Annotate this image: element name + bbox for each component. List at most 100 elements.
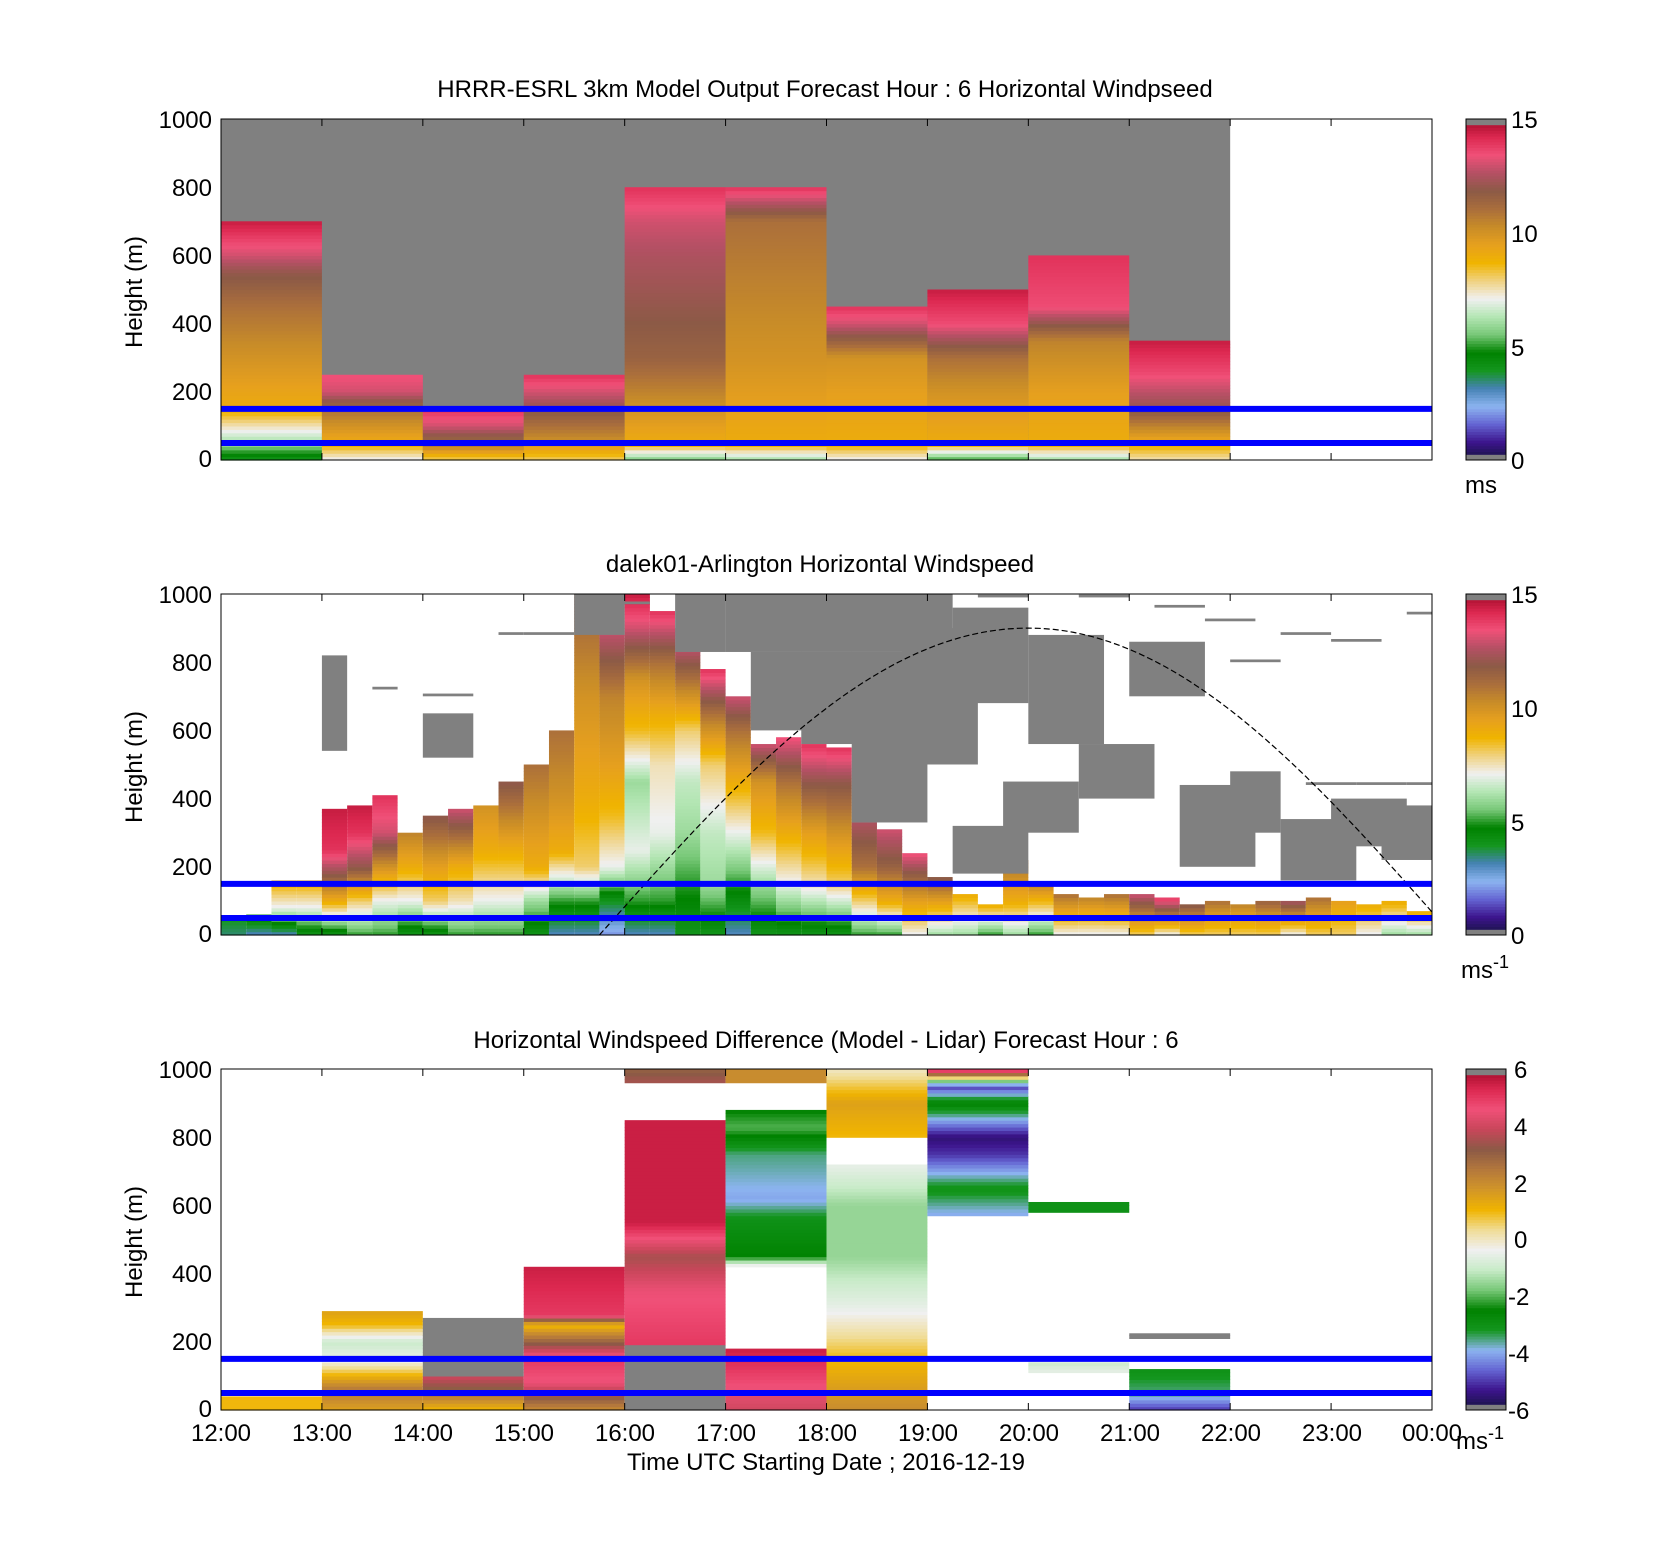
heatmap-cell <box>1104 900 1130 905</box>
heatmap-cell <box>1381 928 1407 933</box>
heatmap-cell <box>624 750 650 755</box>
heatmap-cell <box>826 761 852 766</box>
heatmap-cell <box>296 887 322 892</box>
colorbar-segment <box>1466 1302 1506 1306</box>
colorbar-segment <box>1466 411 1506 416</box>
heatmap-cell <box>851 924 877 929</box>
heatmap-cell <box>599 689 625 694</box>
heatmap-cell <box>826 1297 928 1302</box>
heatmap-cell <box>927 289 1029 294</box>
heatmap-cell <box>523 894 549 899</box>
heatmap-cell <box>347 849 373 854</box>
colorbar-segment <box>1466 1364 1506 1368</box>
heatmap-cell <box>1129 446 1231 451</box>
heatmap-cell <box>498 887 524 892</box>
heatmap-cell <box>624 299 726 304</box>
heatmap-cell <box>649 859 676 864</box>
colorbar-segment <box>1466 1137 1506 1141</box>
heatmap-cell <box>1003 877 1029 882</box>
heatmap-cell <box>599 672 625 677</box>
heatmap-cell <box>624 815 650 820</box>
heatmap-cell <box>725 272 827 277</box>
heatmap-cell <box>221 282 322 287</box>
heatmap-cell <box>1028 425 1130 430</box>
colorbar-segment <box>1466 207 1506 211</box>
heatmap-cell <box>700 928 726 933</box>
heatmap-cell <box>397 846 423 851</box>
heatmap-cell <box>700 808 726 813</box>
colorbar-segment <box>1466 1097 1506 1101</box>
heatmap-cell <box>473 870 499 875</box>
heatmap-cell <box>221 1399 322 1404</box>
heatmap-cell <box>725 767 751 772</box>
heatmap-cell <box>1028 921 1054 926</box>
heatmap-cell <box>599 931 625 936</box>
heatmap-cell <box>902 890 928 895</box>
heatmap-cell <box>1154 921 1180 926</box>
heatmap-cell <box>725 364 827 369</box>
heatmap-cell <box>750 750 777 755</box>
heatmap-cell <box>801 894 827 899</box>
heatmap-cell <box>826 327 928 332</box>
heatmap-cell <box>221 296 322 301</box>
heatmap-cell <box>725 832 751 837</box>
colorbar-segment <box>1466 366 1506 370</box>
heatmap-cell <box>624 1157 726 1162</box>
heatmap-cell <box>473 846 499 851</box>
xtick-label: 23:00 <box>1302 1420 1362 1447</box>
heatmap-cell <box>750 887 777 892</box>
colorbar <box>1465 118 1507 461</box>
colorbar-segment <box>1466 849 1506 854</box>
heatmap-cell <box>750 873 777 878</box>
heatmap-cell <box>498 781 524 786</box>
heatmap-cell <box>1028 258 1130 263</box>
heatmap-cell <box>599 863 625 868</box>
heatmap-cell <box>347 907 373 912</box>
heatmap-cell <box>649 928 676 933</box>
heatmap-cell <box>523 819 549 824</box>
heatmap-cell <box>700 703 726 708</box>
nodata-cell <box>1154 604 1205 608</box>
heatmap-cell <box>624 1212 726 1217</box>
heatmap-cell <box>700 740 726 745</box>
heatmap-cell <box>624 1130 726 1135</box>
heatmap-cell <box>801 822 827 827</box>
heatmap-cell <box>624 628 650 633</box>
colorbar-unit-base: ms <box>1456 1428 1488 1455</box>
heatmap-cell <box>321 1341 423 1346</box>
heatmap-cell <box>826 415 928 420</box>
heatmap-cell <box>498 846 524 851</box>
heatmap-cell <box>624 211 726 216</box>
heatmap-cell <box>876 928 903 933</box>
heatmap-cell <box>271 931 297 936</box>
heatmap-cell <box>725 313 827 318</box>
heatmap-cell <box>725 1406 827 1411</box>
heatmap-cell <box>927 1154 1029 1159</box>
heatmap-cell <box>801 832 827 837</box>
heatmap-cell <box>801 771 827 776</box>
heatmap-cell <box>876 853 903 858</box>
heatmap-cell <box>826 764 852 769</box>
heatmap-cell <box>624 1345 726 1350</box>
heatmap-cell <box>347 863 373 868</box>
heatmap-cell <box>321 1345 423 1350</box>
heatmap-cell <box>1078 900 1105 905</box>
heatmap-cell <box>372 931 398 936</box>
heatmap-cell <box>1028 904 1054 909</box>
heatmap-cell <box>1204 924 1231 929</box>
heatmap-cell <box>624 262 726 267</box>
heatmap-cell <box>1028 347 1130 352</box>
heatmap-cell <box>801 778 827 783</box>
heatmap-cell <box>826 361 928 366</box>
heatmap-cell <box>1381 924 1407 929</box>
heatmap-cell <box>422 1379 524 1384</box>
colorbar-segment <box>1466 340 1506 344</box>
colorbar-segment <box>1466 801 1506 805</box>
yticks: 0 200 400 600 800 1000 <box>159 1057 212 1423</box>
heatmap-cell <box>347 870 373 875</box>
heatmap-cell <box>725 781 751 786</box>
heatmap-cell <box>624 829 650 834</box>
heatmap-cell <box>372 829 398 834</box>
heatmap-cell <box>1280 928 1306 933</box>
heatmap-cell <box>599 784 625 789</box>
